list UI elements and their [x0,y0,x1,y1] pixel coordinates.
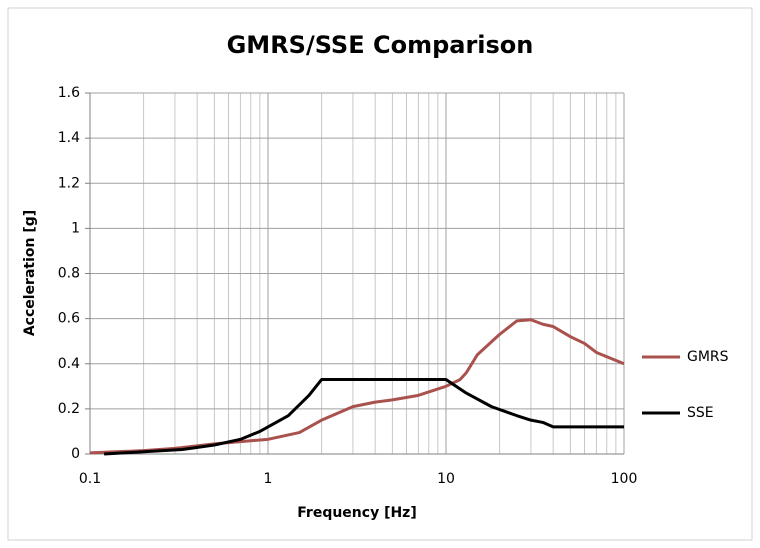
data-line [89,318,625,455]
data-line [104,378,624,456]
y-tick-label: 0.2 [58,401,80,417]
legend-label: GMRS [687,349,729,365]
y-tick-label: 1.4 [58,130,80,146]
chart-title: GMRS/SSE Comparison [227,31,534,59]
y-tick-label: 0.6 [58,311,80,327]
legend-label: SSE [687,405,714,421]
x-tick-label: 1 [264,471,273,487]
y-tick-label: 0.4 [58,356,80,372]
y-tick-label: 0.8 [58,266,80,282]
y-tick-label: 0 [71,446,80,462]
y-tick-label: 1.2 [58,175,80,191]
y-axis-label: Acceleration [g] [22,210,38,336]
x-tick-label: 10 [437,471,455,487]
x-axis-label: Frequency [Hz] [297,505,416,521]
y-tick-label: 1.6 [58,85,80,101]
x-tick-label: 100 [611,471,638,487]
x-tick-label: 0.1 [79,471,101,487]
y-tick-label: 1 [71,220,80,236]
